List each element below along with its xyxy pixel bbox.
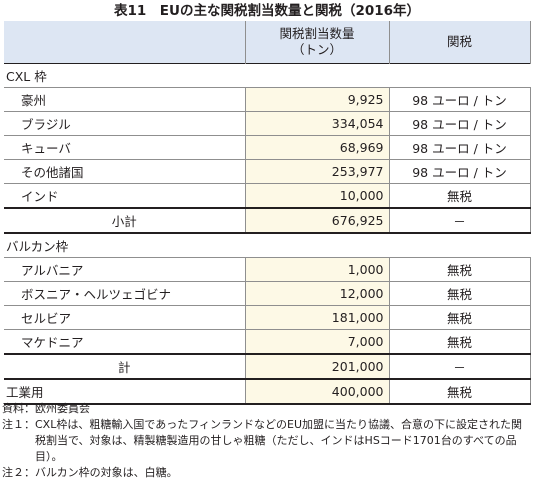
country-cell: ブラジル — [4, 111, 245, 136]
tariff-cell: 98 ユーロ / トン — [389, 135, 531, 160]
country-cell: セルビア — [4, 305, 245, 330]
note-2: 注２： バルカン枠の対象は、白糖。 — [2, 465, 532, 481]
total-quota: 201,000 — [244, 353, 390, 379]
subtotal-row-cxl: 小計 676,925 － — [4, 207, 531, 233]
total-tariff: － — [389, 353, 531, 379]
table-row: キューバ 68,969 98 ユーロ / トン — [4, 135, 531, 160]
note-text: CXL枠は、粗糖輸入国であったフィンランドなどのEU加盟に当たり協議、合意の下に… — [35, 418, 523, 463]
note-label: 注１： — [2, 418, 35, 431]
quota-cell: 12,000 — [244, 281, 390, 306]
group-label-cxl: CXL 枠 — [4, 63, 530, 88]
industrial-tariff: 無税 — [389, 378, 531, 405]
tariff-cell: 98 ユーロ / トン — [389, 87, 531, 112]
industrial-row: 工業用 400,000 無税 — [4, 378, 531, 405]
quota-cell: 7,000 — [244, 329, 390, 354]
industrial-label: 工業用 — [4, 378, 245, 405]
table-row: その他諸国 253,977 98 ユーロ / トン — [4, 159, 531, 184]
table-row: アルバニア 1,000 無税 — [4, 257, 531, 282]
quota-cell: 68,969 — [244, 135, 390, 160]
group-label-balkan: バルカン枠 — [4, 232, 530, 258]
table-row: ブラジル 334,054 98 ユーロ / トン — [4, 111, 531, 136]
country-cell: アルバニア — [4, 257, 245, 282]
note-1: 注１： CXL枠は、粗糖輸入国であったフィンランドなどのEU加盟に当たり協議、合… — [2, 417, 532, 465]
table-row: インド 10,000 無税 — [4, 183, 531, 208]
country-cell: インド — [21, 188, 59, 204]
group-row-balkan: バルカン枠 — [4, 232, 530, 258]
quota-cell: 334,054 — [244, 111, 390, 136]
subtotal-tariff: － — [389, 207, 531, 233]
table-row: マケドニア 7,000 無税 — [4, 329, 531, 354]
country-cell: マケドニア — [21, 334, 84, 350]
header-blank-cell — [4, 21, 245, 63]
quota-cell: 1,000 — [244, 257, 390, 282]
industrial-quota: 400,000 — [244, 378, 390, 405]
quota-cell: 9,925 — [244, 87, 390, 112]
subtotal-label: 小計 — [111, 213, 137, 229]
group-row-cxl: CXL 枠 — [4, 63, 530, 88]
note-label: 資料： — [2, 402, 35, 415]
table-title: 表11 EUの主な関税割当数量と関税（2016年） — [113, 3, 421, 19]
quota-cell: 10,000 — [244, 183, 390, 208]
table-notes: 資料： 欧州委員会 注１： CXL枠は、粗糖輸入国であったフィンランドなどのEU… — [2, 401, 532, 481]
table-row: ボスニア・ヘルツェゴビナ 12,000 無税 — [4, 281, 531, 306]
note-text: 欧州委員会 — [35, 402, 90, 415]
quota-cell: 181,000 — [244, 305, 390, 330]
tariff-cell: 無税 — [389, 305, 531, 330]
total-label: 計 — [117, 359, 131, 375]
header-quota-unit: （トン） — [291, 41, 342, 57]
note-text: バルカン枠の対象は、白糖。 — [35, 466, 178, 479]
tariff-cell: 無税 — [389, 183, 531, 208]
table-header-row: 関税割当数量 （トン） 関税 — [4, 21, 531, 63]
subtotal-quota: 676,925 — [244, 207, 390, 233]
header-quota-label: 関税割当数量 — [279, 25, 355, 41]
tariff-cell: 無税 — [389, 257, 531, 282]
table-row: セルビア 181,000 無税 — [4, 305, 531, 330]
tariff-cell: 98 ユーロ / トン — [389, 159, 531, 184]
quota-cell: 253,977 — [244, 159, 390, 184]
source-note: 資料： 欧州委員会 — [2, 401, 532, 417]
country-cell: その他諸国 — [4, 159, 245, 184]
table-row: 豪州 9,925 98 ユーロ / トン — [4, 87, 531, 112]
tariff-cell: 無税 — [389, 329, 531, 354]
country-cell: 豪州 — [4, 87, 245, 112]
tariff-quota-table: 関税割当数量 （トン） 関税 CXL 枠 豪州 9,925 98 ユーロ / ト… — [4, 21, 531, 405]
note-label: 注２： — [2, 466, 35, 479]
country-cell: ボスニア・ヘルツェゴビナ — [4, 281, 245, 306]
header-quota-cell: 関税割当数量 （トン） — [244, 21, 390, 63]
tariff-cell: 無税 — [389, 281, 531, 306]
subtotal-row-balkan: 計 201,000 － — [4, 353, 531, 379]
country-cell: キューバ — [4, 135, 245, 160]
header-tariff-cell: 関税 — [389, 21, 531, 63]
tariff-cell: 98 ユーロ / トン — [389, 111, 531, 136]
